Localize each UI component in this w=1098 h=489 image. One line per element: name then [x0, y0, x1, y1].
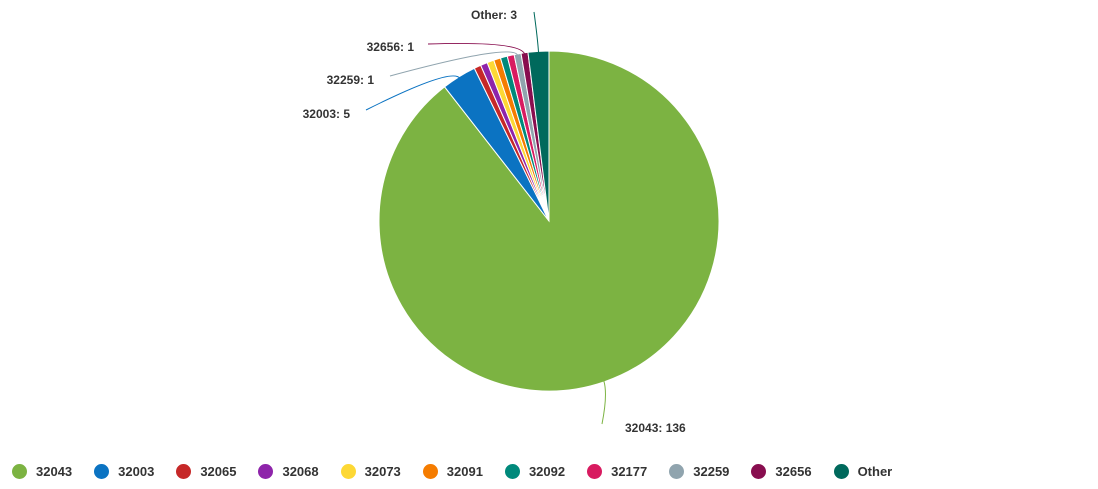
- connector-32003: [365, 75, 461, 111]
- legend-label: 32177: [611, 464, 648, 479]
- pie-chart: 32043: 136 32003: 5 32259: 1 32656: 1 Other:…: [303, 8, 720, 435]
- legend-marker: [176, 464, 192, 479]
- data-labels: 32043: 136 32003: 5 32259: 1 32656: 1 Other:…: [303, 8, 686, 435]
- connector-32259: [389, 51, 519, 77]
- legend-item-32065[interactable]: 32065: [176, 464, 236, 479]
- legend-item-32656[interactable]: 32656: [751, 464, 812, 479]
- pie-slices: [378, 50, 720, 392]
- connector-32043: [601, 379, 606, 425]
- legend-item-32177[interactable]: 32177: [587, 464, 647, 479]
- legend-label: 32003: [118, 464, 155, 479]
- connector-other: [533, 11, 540, 54]
- legend-label: 32043: [36, 464, 73, 479]
- legend-label: 32092: [528, 464, 566, 479]
- data-label-32043: 32043: 136: [625, 421, 686, 435]
- legend-label: 32091: [446, 464, 483, 479]
- legend-label: 32073: [364, 464, 401, 479]
- legend-item-32091[interactable]: 32091: [422, 464, 483, 479]
- legend-marker: [422, 464, 438, 479]
- legend: 32043 32003 32065 32068 32073 32091 32092 32177…: [12, 464, 892, 479]
- legend-item-32068[interactable]: 32068: [258, 464, 319, 479]
- data-label-connectors: [365, 11, 606, 425]
- legend-marker: [258, 464, 274, 479]
- legend-item-32259[interactable]: 32259: [669, 464, 729, 479]
- legend-item-32043[interactable]: 32043: [12, 464, 72, 479]
- legend-label: 32259: [693, 464, 730, 479]
- connector-32656: [427, 42, 526, 55]
- legend-item-32003[interactable]: 32003: [94, 464, 154, 479]
- legend-label: 32068: [282, 464, 319, 479]
- legend-marker: [833, 464, 849, 479]
- legend-label: 32656: [775, 464, 812, 479]
- legend-marker: [12, 464, 27, 479]
- data-label-32656: 32656: 1: [367, 40, 415, 54]
- legend-item-32073[interactable]: 32073: [340, 464, 401, 479]
- legend-marker: [504, 464, 520, 479]
- legend-marker: [340, 464, 356, 479]
- legend-marker: [751, 464, 767, 479]
- data-label-32259: 32259: 1: [327, 73, 375, 87]
- legend-item-other[interactable]: Other: [833, 464, 893, 479]
- legend-marker: [587, 464, 603, 479]
- legend-marker: [669, 464, 685, 479]
- data-label-32003: 32003: 5: [303, 107, 351, 121]
- legend-marker: [94, 464, 110, 479]
- legend-label: Other: [857, 464, 893, 479]
- data-label-other: Other: 3: [471, 8, 517, 22]
- legend-item-32092[interactable]: 32092: [504, 464, 566, 479]
- legend-label: 32065: [200, 464, 237, 479]
